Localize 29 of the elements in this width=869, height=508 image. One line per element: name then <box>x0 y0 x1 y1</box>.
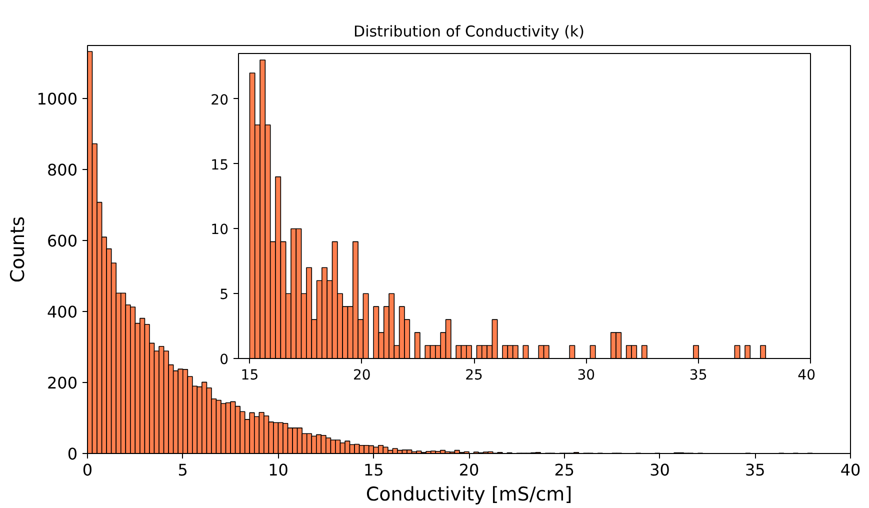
x-tick-label: 10 <box>268 460 288 480</box>
y-tick-label: 200 <box>46 374 78 393</box>
x-tick-label: 25 <box>554 460 575 480</box>
y-tick-label: 400 <box>46 302 78 322</box>
x-tick-label: 20 <box>352 368 371 384</box>
y-tick-label: 20 <box>210 92 229 108</box>
chart-title: Distribution of Conductivity (k) <box>354 22 584 40</box>
x-tick-label: 5 <box>178 460 188 480</box>
x-axis-title: Conductivity [mS/cm] <box>366 484 572 506</box>
x-tick-label: 20 <box>458 460 480 480</box>
x-tick-label: 15 <box>240 368 259 384</box>
y-tick-label: 1000 <box>36 90 78 109</box>
x-tick-label: 0 <box>82 460 93 480</box>
y-tick-label: 15 <box>210 157 229 174</box>
x-tick-label: 25 <box>465 368 483 384</box>
x-tick-label: 40 <box>840 460 861 480</box>
x-tick-label: 40 <box>798 368 816 384</box>
y-tick-label: 600 <box>46 232 78 251</box>
x-tick-label: 30 <box>577 368 596 384</box>
x-tick-label: 30 <box>650 460 670 480</box>
x-tick-label: 35 <box>744 460 766 480</box>
y-axis-title: Counts <box>6 216 29 283</box>
x-tick-label: 35 <box>689 368 708 384</box>
x-tick-label: 15 <box>363 460 384 480</box>
y-tick-label: 0 <box>67 444 78 464</box>
y-tick-label: 800 <box>46 160 78 180</box>
y-tick-label: 5 <box>220 287 229 304</box>
y-tick-label: 10 <box>210 222 229 238</box>
y-tick-label: 0 <box>220 352 229 368</box>
